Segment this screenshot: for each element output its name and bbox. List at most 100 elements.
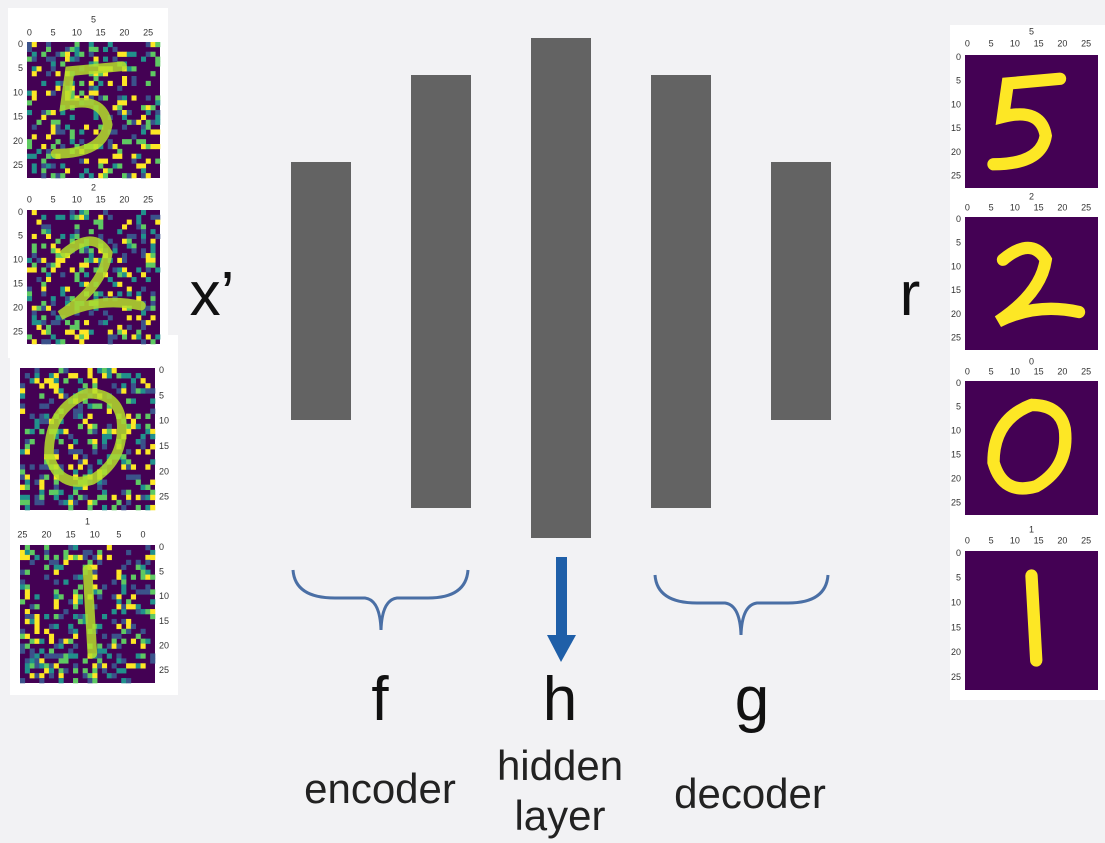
noise-pixel (46, 154, 51, 159)
noise-pixel (136, 163, 141, 168)
noise-pixel (25, 475, 30, 480)
noise-pixel (34, 639, 39, 644)
noise-pixel (60, 339, 65, 344)
noise-pixel (32, 66, 37, 71)
noise-pixel (92, 668, 97, 673)
noise-pixel (136, 495, 141, 500)
noise-pixel (121, 505, 126, 510)
noise-pixel (79, 173, 84, 178)
noise-pixel (59, 673, 64, 678)
noise-pixel (122, 258, 127, 263)
noise-pixel (150, 575, 155, 580)
noise-pixel (65, 287, 70, 292)
noise-pixel (30, 550, 35, 555)
noise-pixel (54, 663, 59, 668)
noise-pixel (121, 629, 126, 634)
noise-pixel (68, 500, 73, 505)
noise-pixel (131, 663, 136, 668)
noise-pixel (73, 629, 78, 634)
noise-pixel (89, 173, 94, 178)
noise-pixel (39, 485, 44, 490)
noise-pixel (25, 668, 30, 673)
noise-pixel (44, 378, 49, 383)
noise-pixel (51, 66, 56, 71)
noise-pixel (51, 248, 56, 253)
noise-pixel (155, 220, 160, 225)
noise-pixel (117, 325, 122, 330)
noise-pixel (145, 449, 150, 454)
noise-pixel (51, 163, 56, 168)
noise-pixel (136, 663, 141, 668)
noise-pixel (60, 215, 65, 220)
noise-pixel (68, 555, 73, 560)
noise-pixel (94, 291, 99, 296)
noise-pixel (122, 224, 127, 229)
layer-bar (651, 75, 711, 508)
noise-pixel (113, 248, 118, 253)
noise-pixel (54, 580, 59, 585)
noise-pixel (102, 368, 107, 373)
noise-pixel (132, 234, 137, 239)
noise-pixel (75, 57, 80, 62)
image-title: 2 (91, 182, 96, 192)
noise-pixel (46, 229, 51, 234)
noise-pixel (141, 570, 146, 575)
noise-pixel (75, 234, 80, 239)
noise-pixel (117, 163, 122, 168)
noise-pixel (32, 244, 37, 249)
noise-pixel (136, 334, 141, 339)
noise-pixel (113, 105, 118, 110)
digit-stroke (1032, 576, 1037, 660)
noise-pixel (83, 658, 88, 663)
noise-pixel (89, 258, 94, 263)
noise-pixel (39, 475, 44, 480)
noise-pixel (155, 120, 160, 125)
noise-pixel (136, 224, 141, 229)
noise-pixel (141, 144, 146, 149)
section-symbol: f (371, 665, 389, 734)
noise-pixel (131, 604, 136, 609)
noise-pixel (84, 215, 89, 220)
noise-pixel (39, 480, 44, 485)
noise-pixel (136, 139, 141, 144)
noise-pixel (102, 668, 107, 673)
noise-pixel (117, 149, 122, 154)
noise-pixel (20, 449, 25, 454)
noise-pixel (25, 373, 30, 378)
noise-pixel (97, 550, 102, 555)
noise-pixel (108, 168, 113, 173)
noise-pixel (88, 500, 93, 505)
noise-pixel (41, 258, 46, 263)
noise-pixel (103, 168, 108, 173)
noise-pixel (27, 100, 32, 105)
noise-pixel (25, 658, 30, 663)
noise-pixel (46, 277, 51, 282)
noise-pixel (34, 658, 39, 663)
x-tick-label: 10 (1010, 366, 1020, 376)
noise-pixel (145, 575, 150, 580)
noise-pixel (25, 444, 30, 449)
noise-pixel (151, 291, 156, 296)
y-tick-label: 20 (951, 309, 961, 319)
noise-pixel (155, 334, 160, 339)
noise-pixel (34, 495, 39, 500)
noise-pixel (102, 480, 107, 485)
noise-pixel (126, 599, 131, 604)
noise-pixel (65, 52, 70, 57)
noise-pixel (84, 320, 89, 325)
noise-pixel (116, 634, 121, 639)
noise-pixel (108, 330, 113, 335)
noise-pixel (56, 253, 61, 258)
noise-pixel (145, 505, 150, 510)
noise-pixel (59, 614, 64, 619)
noise-pixel (108, 334, 113, 339)
noise-pixel (46, 272, 51, 277)
noise-pixel (107, 368, 112, 373)
y-tick-label: 20 (13, 136, 23, 146)
noise-pixel (151, 144, 156, 149)
noise-pixel (117, 100, 122, 105)
noise-pixel (68, 495, 73, 500)
noise-pixel (73, 545, 78, 550)
noise-pixel (98, 215, 103, 220)
noise-pixel (116, 599, 121, 604)
